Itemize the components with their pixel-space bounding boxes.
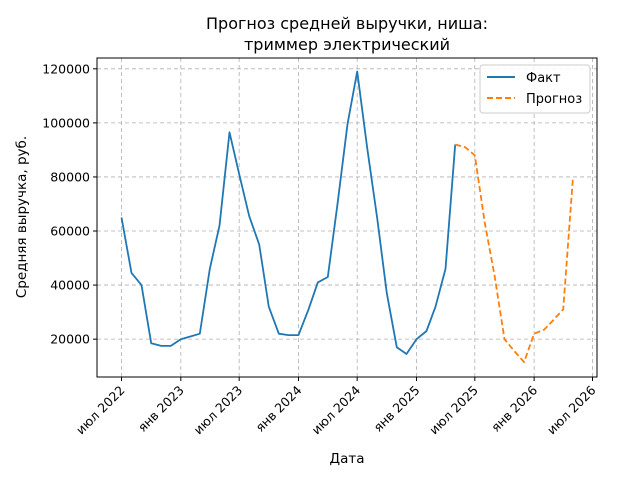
series-line-fact [120, 70, 457, 355]
y-axis-label: Средняя выручка, руб. [14, 136, 30, 298]
chart-title-line-2: триммер электрический [244, 35, 450, 54]
y-tick-label: 60000 [50, 224, 90, 239]
y-tick-label: 120000 [42, 61, 90, 76]
series-line-forecast [454, 143, 574, 364]
y-tick-label: 100000 [42, 115, 90, 130]
y-axis: 20000 40000 60000 80000 100000 120000 [42, 61, 97, 347]
series-layer [120, 70, 574, 364]
chart-title-line-1: Прогноз средней выручки, ниша: [206, 14, 488, 33]
legend-label-forecast: Прогноз [526, 92, 582, 107]
legend-label-fact: Факт [526, 71, 561, 86]
plot-frame [96, 57, 598, 378]
legend: Факт Прогноз [479, 64, 591, 114]
y-tick-label: 80000 [50, 169, 90, 184]
y-tick-label: 40000 [50, 278, 90, 293]
y-tick-label: 20000 [50, 332, 90, 347]
x-axis-label: Дата [330, 451, 365, 467]
